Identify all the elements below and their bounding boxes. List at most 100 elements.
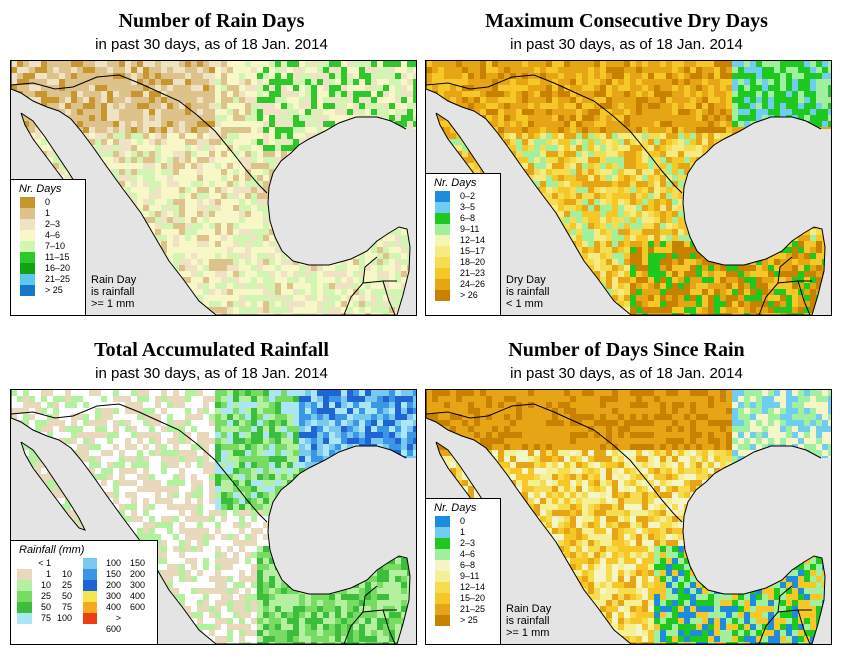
- legend: Nr. Days 0 1 2–3 4–6 6–8 9–11 12–14 15–20 21–25 >…: [426, 498, 501, 644]
- legend-swatch: [20, 252, 35, 263]
- legend-row: 1: [11, 208, 85, 219]
- panel-title: Maximum Consecutive Dry Days: [485, 10, 768, 32]
- legend-swatch: [435, 604, 450, 615]
- legend-label: 18–20: [460, 257, 486, 267]
- map-rain-days: Nr. Days 0 1 2–3 4–6 7–10 11–15 16–20 21–25 > 25…: [10, 60, 417, 316]
- country-border: [777, 585, 793, 613]
- legend-range-low: 300: [105, 591, 121, 601]
- country-border: [382, 280, 396, 315]
- legend-row: 11–15: [11, 252, 85, 263]
- baja-coastline: [20, 441, 86, 531]
- map-note: Rain Day is rainfall >= 1 mm: [506, 603, 551, 639]
- legend-title: Rainfall (mm): [19, 544, 85, 556]
- legend-swatch: [435, 516, 450, 527]
- legend-row: 7–10: [11, 241, 85, 252]
- legend-row: 6–8: [426, 213, 500, 224]
- country-border: [382, 609, 396, 644]
- legend-row: 25 50 300 400: [11, 591, 157, 602]
- legend-row: 10 25 200 300: [11, 580, 157, 591]
- legend-swatch: [83, 613, 97, 624]
- legend-swatch: [17, 613, 32, 624]
- panel-days-since-rain: Number of Days Since Rain in past 30 day…: [415, 329, 838, 658]
- legend-swatch: [435, 549, 450, 560]
- map-note: Dry Day is rainfall < 1 mm: [506, 274, 549, 310]
- legend-label: 0: [460, 516, 466, 526]
- map-note: Rain Day is rainfall >= 1 mm: [91, 274, 136, 310]
- legend-row: 21–25: [11, 274, 85, 285]
- legend-title: Nr. Days: [434, 177, 477, 189]
- legend-row: 12–14: [426, 235, 500, 246]
- legend-range-low: > 600: [105, 613, 121, 634]
- panel-rain-days: Number of Rain Days in past 30 days, as …: [0, 0, 423, 329]
- map-days-since-rain: Nr. Days 0 1 2–3 4–6 6–8 9–11 12–14 15–20 21–25 >…: [425, 389, 832, 645]
- legend-swatch: [435, 235, 450, 246]
- legend-label: > 26: [460, 290, 478, 300]
- legend-label: > 25: [460, 615, 478, 625]
- legend-swatch: [83, 591, 97, 602]
- legend-label: 1: [45, 208, 51, 218]
- legend-range-high: 100: [56, 613, 72, 623]
- legend-row: > 25: [11, 285, 85, 296]
- legend-label: > 25: [45, 285, 63, 295]
- legend-swatch: [17, 569, 32, 580]
- legend: Nr. Days 0–2 3–5 6–8 9–11 12–14 15–17 18–20 21–…: [426, 173, 501, 315]
- map-max-dry-days: Nr. Days 0–2 3–5 6–8 9–11 12–14 15–17 18–20 21–…: [425, 60, 832, 316]
- note-line: >= 1 mm: [91, 298, 135, 310]
- legend-label: 24–26: [460, 279, 486, 289]
- legend-range-low: 150: [105, 569, 121, 579]
- legend-row: 15–20: [426, 593, 500, 604]
- legend-row: 4–6: [11, 230, 85, 241]
- panel-subtitle: in past 30 days, as of 18 Jan. 2014: [510, 365, 743, 382]
- legend-swatch: [435, 538, 450, 549]
- legend-swatch: [435, 582, 450, 593]
- legend-row: 21–25: [426, 604, 500, 615]
- legend-row: 0: [11, 197, 85, 208]
- legend-label: 4–6: [460, 549, 476, 559]
- legend-label: 12–14: [460, 582, 486, 592]
- legend-row: 2–3: [426, 538, 500, 549]
- legend: Nr. Days 0 1 2–3 4–6 7–10 11–15 16–20 21–25 > 25: [11, 179, 86, 315]
- legend-row: > 25: [426, 615, 500, 626]
- legend-swatch: [435, 246, 450, 257]
- legend-label: 6–8: [460, 213, 476, 223]
- panel-total-rainfall: Total Accumulated Rainfall in past 30 da…: [0, 329, 423, 658]
- country-border: [11, 74, 268, 194]
- legend-swatch: [17, 558, 32, 569]
- map-total-rainfall: Rainfall (mm) < 1 100 150 1 10 150 200 10 25 200 3…: [10, 389, 417, 645]
- note-line: Dry Day: [506, 274, 546, 286]
- legend-range-low: 25: [40, 591, 51, 601]
- legend-range-high: 600: [129, 602, 145, 612]
- legend-swatch: [435, 290, 450, 301]
- legend-range-high: 75: [61, 602, 72, 612]
- legend-range-high: 50: [61, 591, 72, 601]
- panel-subtitle: in past 30 days, as of 18 Jan. 2014: [95, 365, 328, 382]
- legend-label: 4–6: [45, 230, 61, 240]
- legend-row: < 1 100 150: [11, 558, 157, 569]
- legend-swatch: [20, 197, 35, 208]
- legend: Rainfall (mm) < 1 100 150 1 10 150 200 10 25 200 3…: [11, 540, 158, 644]
- legend-label: 15–20: [460, 593, 486, 603]
- legend-row: 2–3: [11, 219, 85, 230]
- coastline: [11, 61, 411, 315]
- legend-row: 1: [426, 527, 500, 538]
- legend-swatch: [435, 279, 450, 290]
- legend-row: 50 75 400 600: [11, 602, 157, 613]
- panel-subtitle: in past 30 days, as of 18 Jan. 2014: [95, 36, 328, 53]
- legend-label: 12–14: [460, 235, 486, 245]
- panel-title: Number of Rain Days: [118, 10, 305, 32]
- legend-swatch: [435, 224, 450, 235]
- legend-swatch: [20, 230, 35, 241]
- legend-range-low: < 1: [38, 558, 51, 568]
- legend-swatch: [435, 560, 450, 571]
- legend-title: Nr. Days: [19, 183, 62, 195]
- legend-label: 2–3: [460, 538, 476, 548]
- legend-range-high: 10: [61, 569, 72, 579]
- legend-range-low: 50: [40, 602, 51, 612]
- country-border: [777, 256, 793, 284]
- legend-label: 6–8: [460, 560, 476, 570]
- legend-range-low: 200: [105, 580, 121, 590]
- note-line: is rainfall: [506, 286, 550, 298]
- note-line: Rain Day: [506, 603, 552, 615]
- legend-row: 18–20: [426, 257, 500, 268]
- legend-row: 75 100 > 600: [11, 613, 157, 634]
